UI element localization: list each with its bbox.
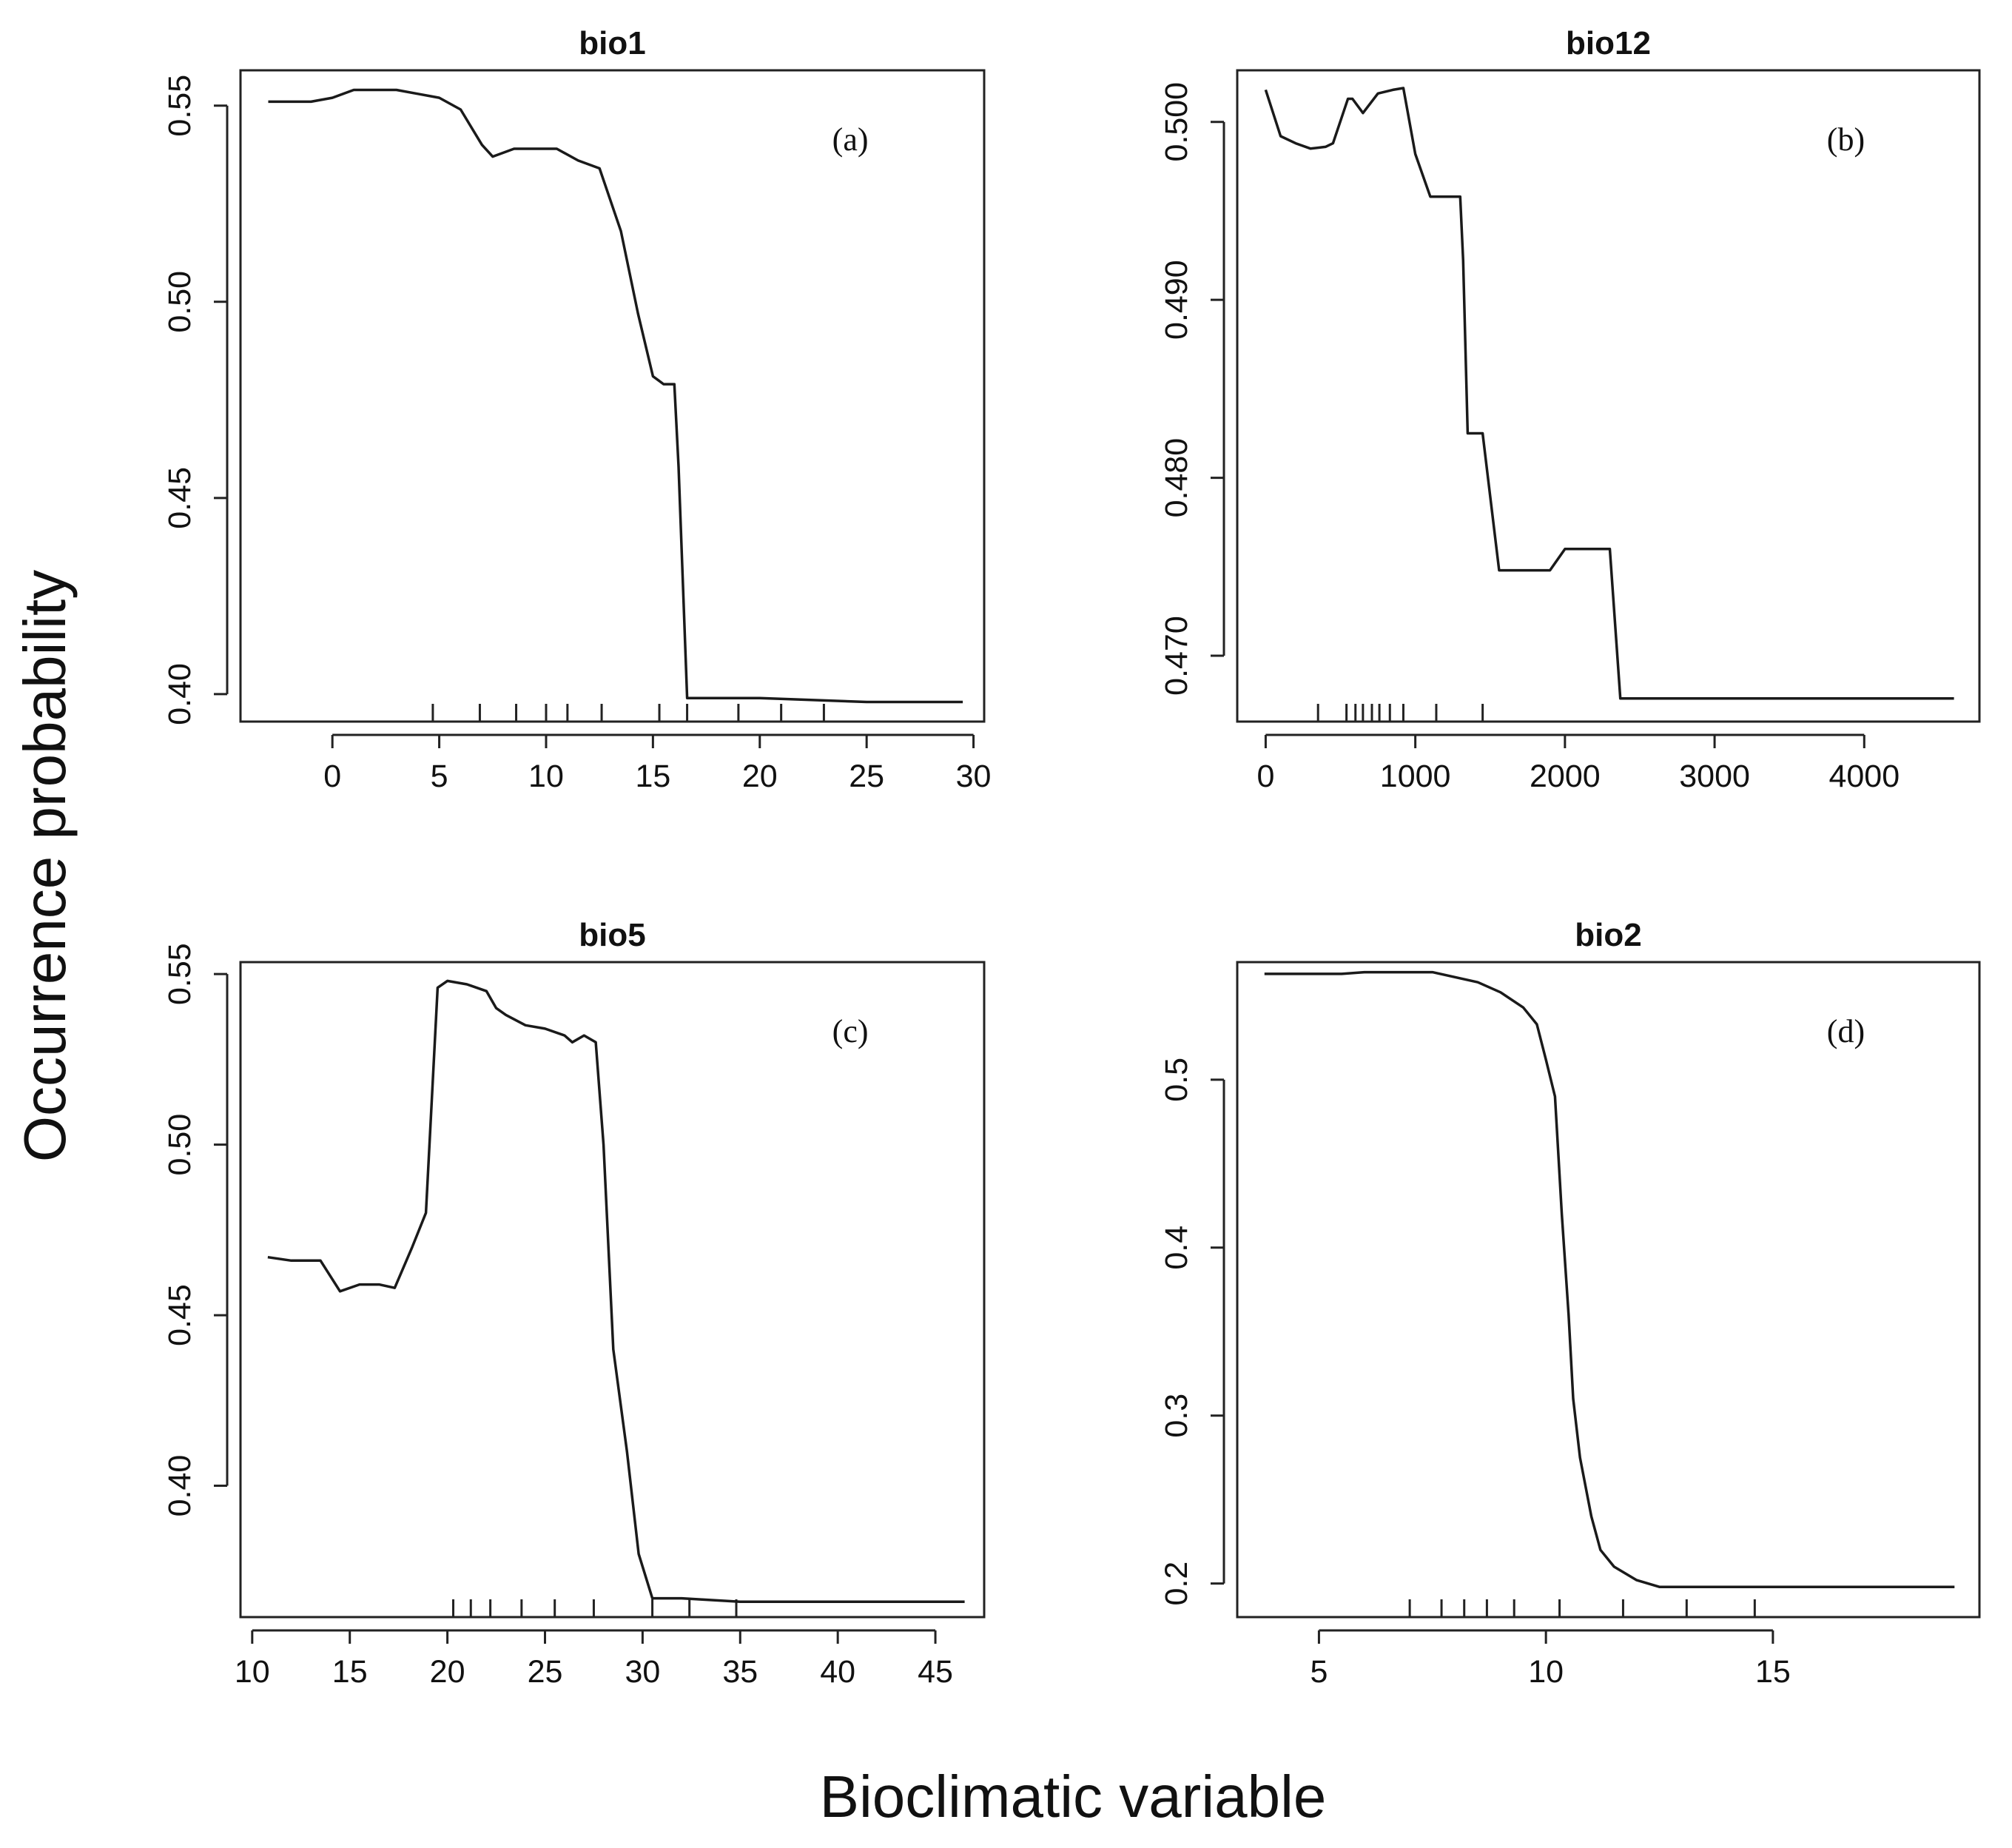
bio2-plot-frame: [1236, 961, 1981, 1619]
bio5-plot-frame: [239, 961, 986, 1619]
panel-bio5: bio5 (c) 10 15 20 25 30 35 40 45 0.40 0.45 0.50 0.55: [162, 917, 986, 1690]
bio5-response-line: [267, 979, 965, 1604]
bio5-x-tick-label: 15: [332, 1654, 368, 1690]
bio1-x-tick-label: 25: [849, 759, 884, 794]
bio2-y-tick-label: 0.2: [1159, 1562, 1194, 1606]
bio2-y-tick-label: 0.3: [1159, 1394, 1194, 1438]
bio1-y-tick-label: 0.55: [162, 75, 198, 137]
panel-bio1: bio1 (a) 0 5 10 15 20 25 30 0.40 0.45 0.50 0.55: [162, 25, 991, 794]
bio12-x-tick-label: 2000: [1530, 759, 1601, 794]
bio2-x-tick-label: 15: [1755, 1654, 1791, 1690]
bio1-y-tick-label: 0.45: [162, 467, 198, 529]
bio5-x-tick-label: 30: [625, 1654, 660, 1690]
bio12-y-tick-label: 0.500: [1159, 82, 1194, 162]
bio1-y-tick-label: 0.40: [162, 663, 198, 725]
bio2-x-tick-label: 10: [1528, 1654, 1564, 1690]
bio5-y-tick-label: 0.45: [162, 1284, 198, 1346]
bio2-response-line: [1264, 970, 1955, 1588]
bio2-title: bio2: [1575, 917, 1641, 953]
x-axis-label: Bioclimatic variable: [820, 1764, 1327, 1829]
bio1-x-tick-label: 5: [431, 759, 448, 794]
bio12-response-line: [1264, 87, 1954, 700]
bio12-y-tick-label: 0.470: [1159, 616, 1194, 696]
bio5-x-tick-label: 25: [528, 1654, 563, 1690]
bio5-x-tick-label: 35: [722, 1654, 758, 1690]
bio1-response-line: [268, 88, 963, 704]
bio1-x-tick-label: 20: [742, 759, 778, 794]
bio2-panel-label: (d): [1827, 1013, 1865, 1049]
bio5-panel-label: (c): [832, 1013, 869, 1049]
bio5-y-tick-label: 0.40: [162, 1455, 198, 1517]
bio5-title: bio5: [579, 917, 645, 953]
bio1-title: bio1: [579, 25, 645, 61]
bio5-x-tick-label: 20: [430, 1654, 465, 1690]
bio1-panel-label: (a): [832, 121, 869, 158]
bio12-x-tick-label: 4000: [1828, 759, 1900, 794]
bio12-y-tick-label: 0.480: [1159, 438, 1194, 518]
bio5-x-tick-label: 10: [235, 1654, 270, 1690]
bio12-panel-label: (b): [1827, 121, 1865, 158]
bio1-plot-frame: [239, 69, 986, 723]
y-axis-label: Occurrence probability: [12, 570, 78, 1162]
bio5-x-tick-label: 40: [820, 1654, 855, 1690]
bio5-y-tick-label: 0.55: [162, 943, 198, 1005]
bio2-x-tick-label: 5: [1310, 1654, 1328, 1690]
bio1-x-tick-label: 0: [323, 759, 341, 794]
bio12-x-tick-label: 3000: [1679, 759, 1750, 794]
bio2-y-tick-label: 0.5: [1159, 1058, 1194, 1102]
panel-bio12: bio12 (b) 0 1000 2000 3000 4000 0.470 0.480 0.490…: [1159, 25, 1981, 794]
bio1-y-tick-label: 0.50: [162, 271, 198, 333]
bio12-title: bio12: [1566, 25, 1651, 61]
bio5-y-tick-label: 0.50: [162, 1114, 198, 1176]
bio1-x-tick-label: 15: [635, 759, 670, 794]
bio5-x-tick-label: 45: [918, 1654, 953, 1690]
bio1-x-tick-label: 30: [956, 759, 992, 794]
bio1-x-tick-label: 10: [528, 759, 564, 794]
panel-bio2: bio2 (d) 5 10 15 0.2 0.3 0.4 0.5: [1159, 917, 1981, 1690]
bio12-x-tick-label: 0: [1256, 759, 1274, 794]
bio12-x-tick-label: 1000: [1380, 759, 1451, 794]
bio12-plot-frame: [1236, 69, 1981, 723]
bio2-y-tick-label: 0.4: [1159, 1226, 1194, 1270]
bio12-y-tick-label: 0.490: [1159, 260, 1194, 340]
